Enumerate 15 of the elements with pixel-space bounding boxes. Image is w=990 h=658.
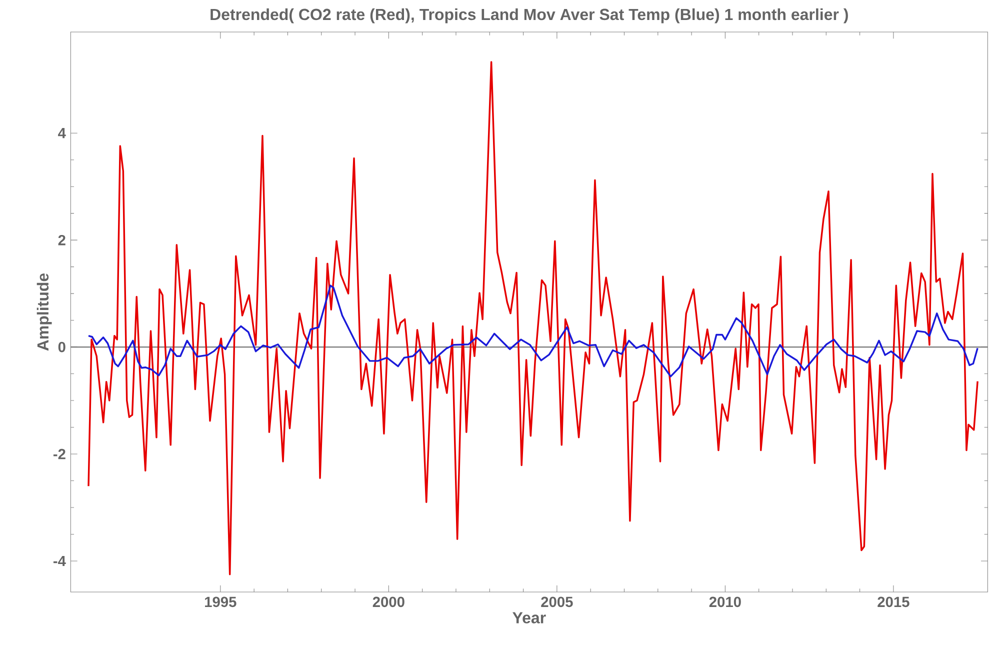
line-series (88, 284, 978, 378)
x-tick-label: 2005 (541, 596, 573, 608)
x-tick-label: 2015 (878, 596, 910, 608)
x-axis-title: Year (512, 612, 546, 624)
y-tick-label: 4 (58, 128, 66, 138)
x-tick-label: 2000 (372, 596, 404, 608)
y-tick-label: -2 (53, 448, 66, 460)
y-tick-label: 0 (58, 342, 66, 352)
y-tick-label: -4 (53, 556, 66, 566)
x-tick-label: 1995 (205, 596, 236, 608)
y-tick-label: 2 (58, 234, 66, 246)
y-axis-title: Amplitude (36, 273, 52, 351)
chart-title: Detrended( CO2 rate (Red), Tropics Land Mov Aver Sat Temp (Blue) 1 month earlier ) (210, 8, 848, 24)
line-series (88, 61, 978, 576)
x-tick-label: 2010 (709, 596, 741, 608)
